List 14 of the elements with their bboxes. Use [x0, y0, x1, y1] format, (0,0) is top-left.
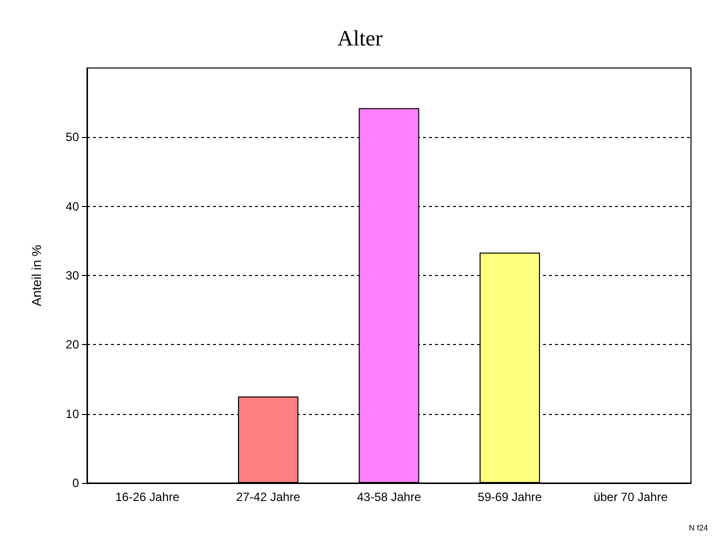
y-tick-label: 30 — [66, 268, 80, 282]
x-tick-label: 16-26 Jahre — [115, 490, 180, 504]
y-tick-label: 0 — [72, 476, 80, 490]
x-tick-label: 27-42 Jahre — [236, 490, 301, 504]
y-axis-title: Anteil in % — [29, 244, 44, 306]
y-tick-label: 20 — [66, 338, 80, 352]
chart-title: Alter — [337, 26, 384, 50]
y-tick-label: 50 — [66, 130, 80, 144]
x-tick-label: 59-69 Jahre — [478, 490, 542, 504]
x-tick-label: über 70 Jahre — [594, 490, 668, 504]
y-tick-label: 10 — [66, 406, 80, 421]
y-tick-label: 40 — [66, 199, 80, 214]
text: N f24 — [688, 524, 709, 532]
x-tick-label: 43-58 Jahre — [356, 490, 422, 504]
